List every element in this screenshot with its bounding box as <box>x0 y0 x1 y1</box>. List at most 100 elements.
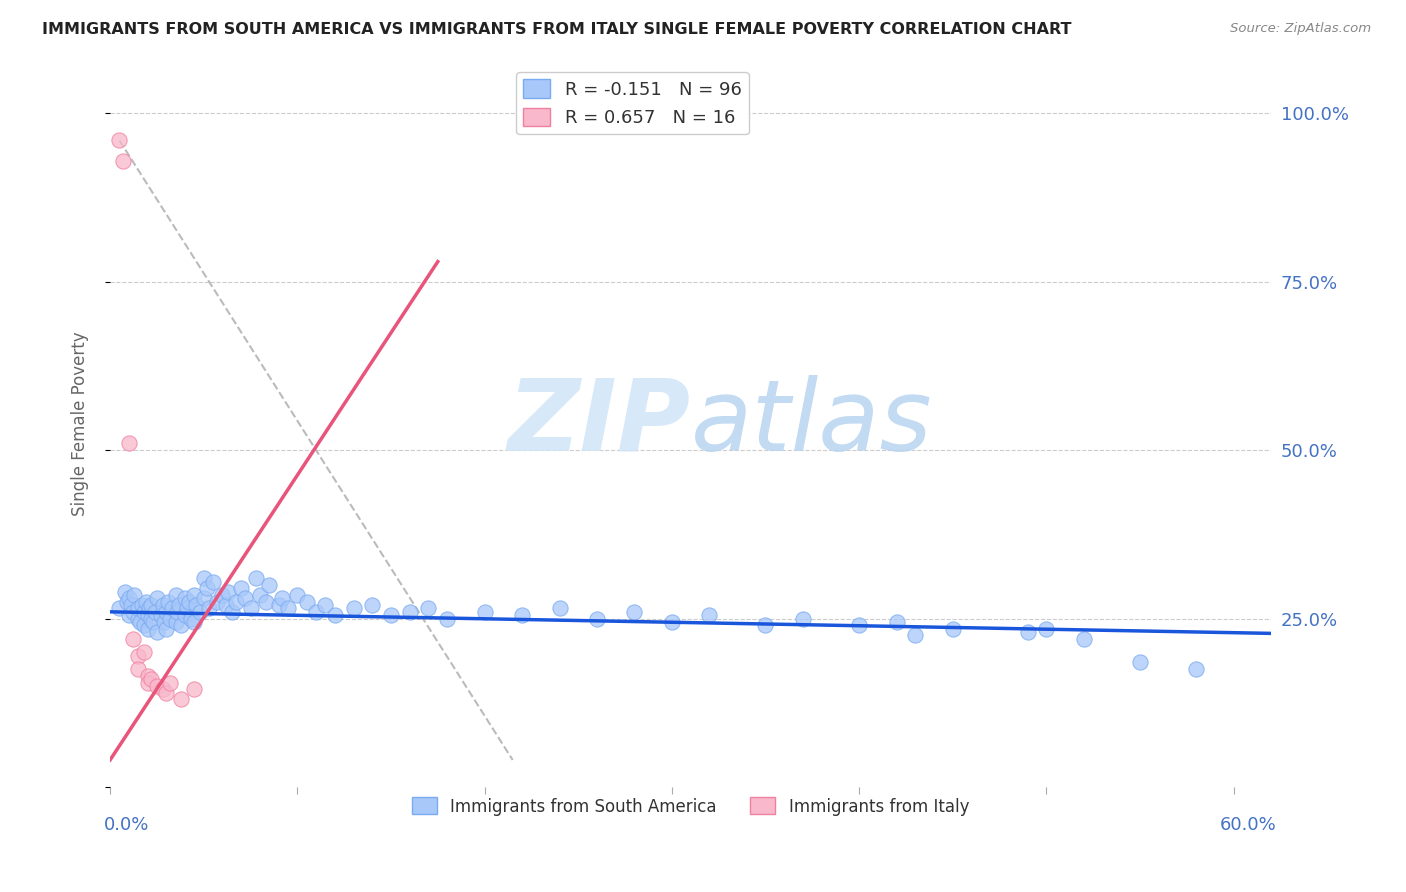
Point <box>132 645 155 659</box>
Point <box>170 692 193 706</box>
Point <box>183 682 205 697</box>
Point <box>118 608 141 623</box>
Point <box>661 615 683 629</box>
Point <box>127 648 149 663</box>
Point <box>132 618 155 632</box>
Point <box>142 615 165 629</box>
Point <box>138 601 160 615</box>
Point <box>285 588 308 602</box>
Point <box>177 595 200 609</box>
Point <box>136 675 159 690</box>
Point <box>361 598 384 612</box>
Point <box>342 601 364 615</box>
Point <box>697 608 720 623</box>
Point <box>231 581 253 595</box>
Point <box>165 588 187 602</box>
Point <box>398 605 420 619</box>
Point <box>118 591 141 606</box>
Point <box>127 611 149 625</box>
Point <box>436 611 458 625</box>
Point <box>904 628 927 642</box>
Point <box>418 601 440 615</box>
Point <box>155 686 177 700</box>
Point <box>1017 625 1039 640</box>
Point <box>754 618 776 632</box>
Point <box>165 615 187 629</box>
Point <box>225 595 247 609</box>
Point <box>474 605 496 619</box>
Point <box>127 601 149 615</box>
Point <box>380 608 402 623</box>
Point <box>249 588 271 602</box>
Point <box>153 615 176 629</box>
Point <box>146 591 169 606</box>
Point <box>848 618 870 632</box>
Point <box>211 588 233 602</box>
Point <box>197 581 219 595</box>
Point <box>141 598 163 612</box>
Point <box>120 598 142 612</box>
Point <box>183 588 205 602</box>
Point <box>245 571 267 585</box>
Point <box>152 682 174 697</box>
Text: ZIP: ZIP <box>508 375 690 472</box>
Y-axis label: Single Female Poverty: Single Female Poverty <box>72 331 89 516</box>
Point <box>118 436 141 450</box>
Point <box>141 672 163 686</box>
Point <box>586 611 609 625</box>
Point <box>166 605 188 619</box>
Legend: Immigrants from South America, Immigrants from Italy: Immigrants from South America, Immigrant… <box>405 790 976 822</box>
Point <box>254 595 277 609</box>
Point <box>114 584 136 599</box>
Point <box>305 605 328 619</box>
Point <box>170 618 193 632</box>
Point <box>205 595 228 609</box>
Point <box>115 595 138 609</box>
Text: 60.0%: 60.0% <box>1220 816 1277 834</box>
Point <box>174 591 197 606</box>
Point <box>1129 656 1152 670</box>
Point <box>221 605 243 619</box>
Point <box>159 611 181 625</box>
Point <box>1035 622 1057 636</box>
Point <box>159 675 181 690</box>
Point <box>176 601 198 615</box>
Point <box>149 608 172 623</box>
Point <box>1185 662 1208 676</box>
Text: Source: ZipAtlas.com: Source: ZipAtlas.com <box>1230 22 1371 36</box>
Point <box>121 632 143 646</box>
Point <box>146 625 169 640</box>
Text: atlas: atlas <box>690 375 932 472</box>
Point <box>143 605 166 619</box>
Point <box>186 598 208 612</box>
Point <box>215 598 238 612</box>
Point <box>623 605 645 619</box>
Point <box>193 571 215 585</box>
Point <box>942 622 965 636</box>
Point <box>124 588 146 602</box>
Point <box>193 591 215 606</box>
Point <box>792 611 814 625</box>
Point <box>108 133 131 147</box>
Point <box>152 598 174 612</box>
Point <box>267 598 290 612</box>
Point <box>135 595 157 609</box>
Point <box>141 611 163 625</box>
Point <box>198 601 221 615</box>
Point <box>129 615 152 629</box>
Point <box>112 153 135 168</box>
Point <box>183 615 205 629</box>
Point <box>217 584 239 599</box>
Text: IMMIGRANTS FROM SOUTH AMERICA VS IMMIGRANTS FROM ITALY SINGLE FEMALE POVERTY COR: IMMIGRANTS FROM SOUTH AMERICA VS IMMIGRA… <box>42 22 1071 37</box>
Text: 0.0%: 0.0% <box>104 816 149 834</box>
Point <box>1073 632 1095 646</box>
Point <box>160 601 183 615</box>
Point <box>271 591 294 606</box>
Point <box>295 595 318 609</box>
Point <box>127 662 149 676</box>
Point <box>146 679 169 693</box>
Point <box>886 615 908 629</box>
Point <box>174 608 197 623</box>
Point <box>131 598 153 612</box>
Point <box>136 669 159 683</box>
